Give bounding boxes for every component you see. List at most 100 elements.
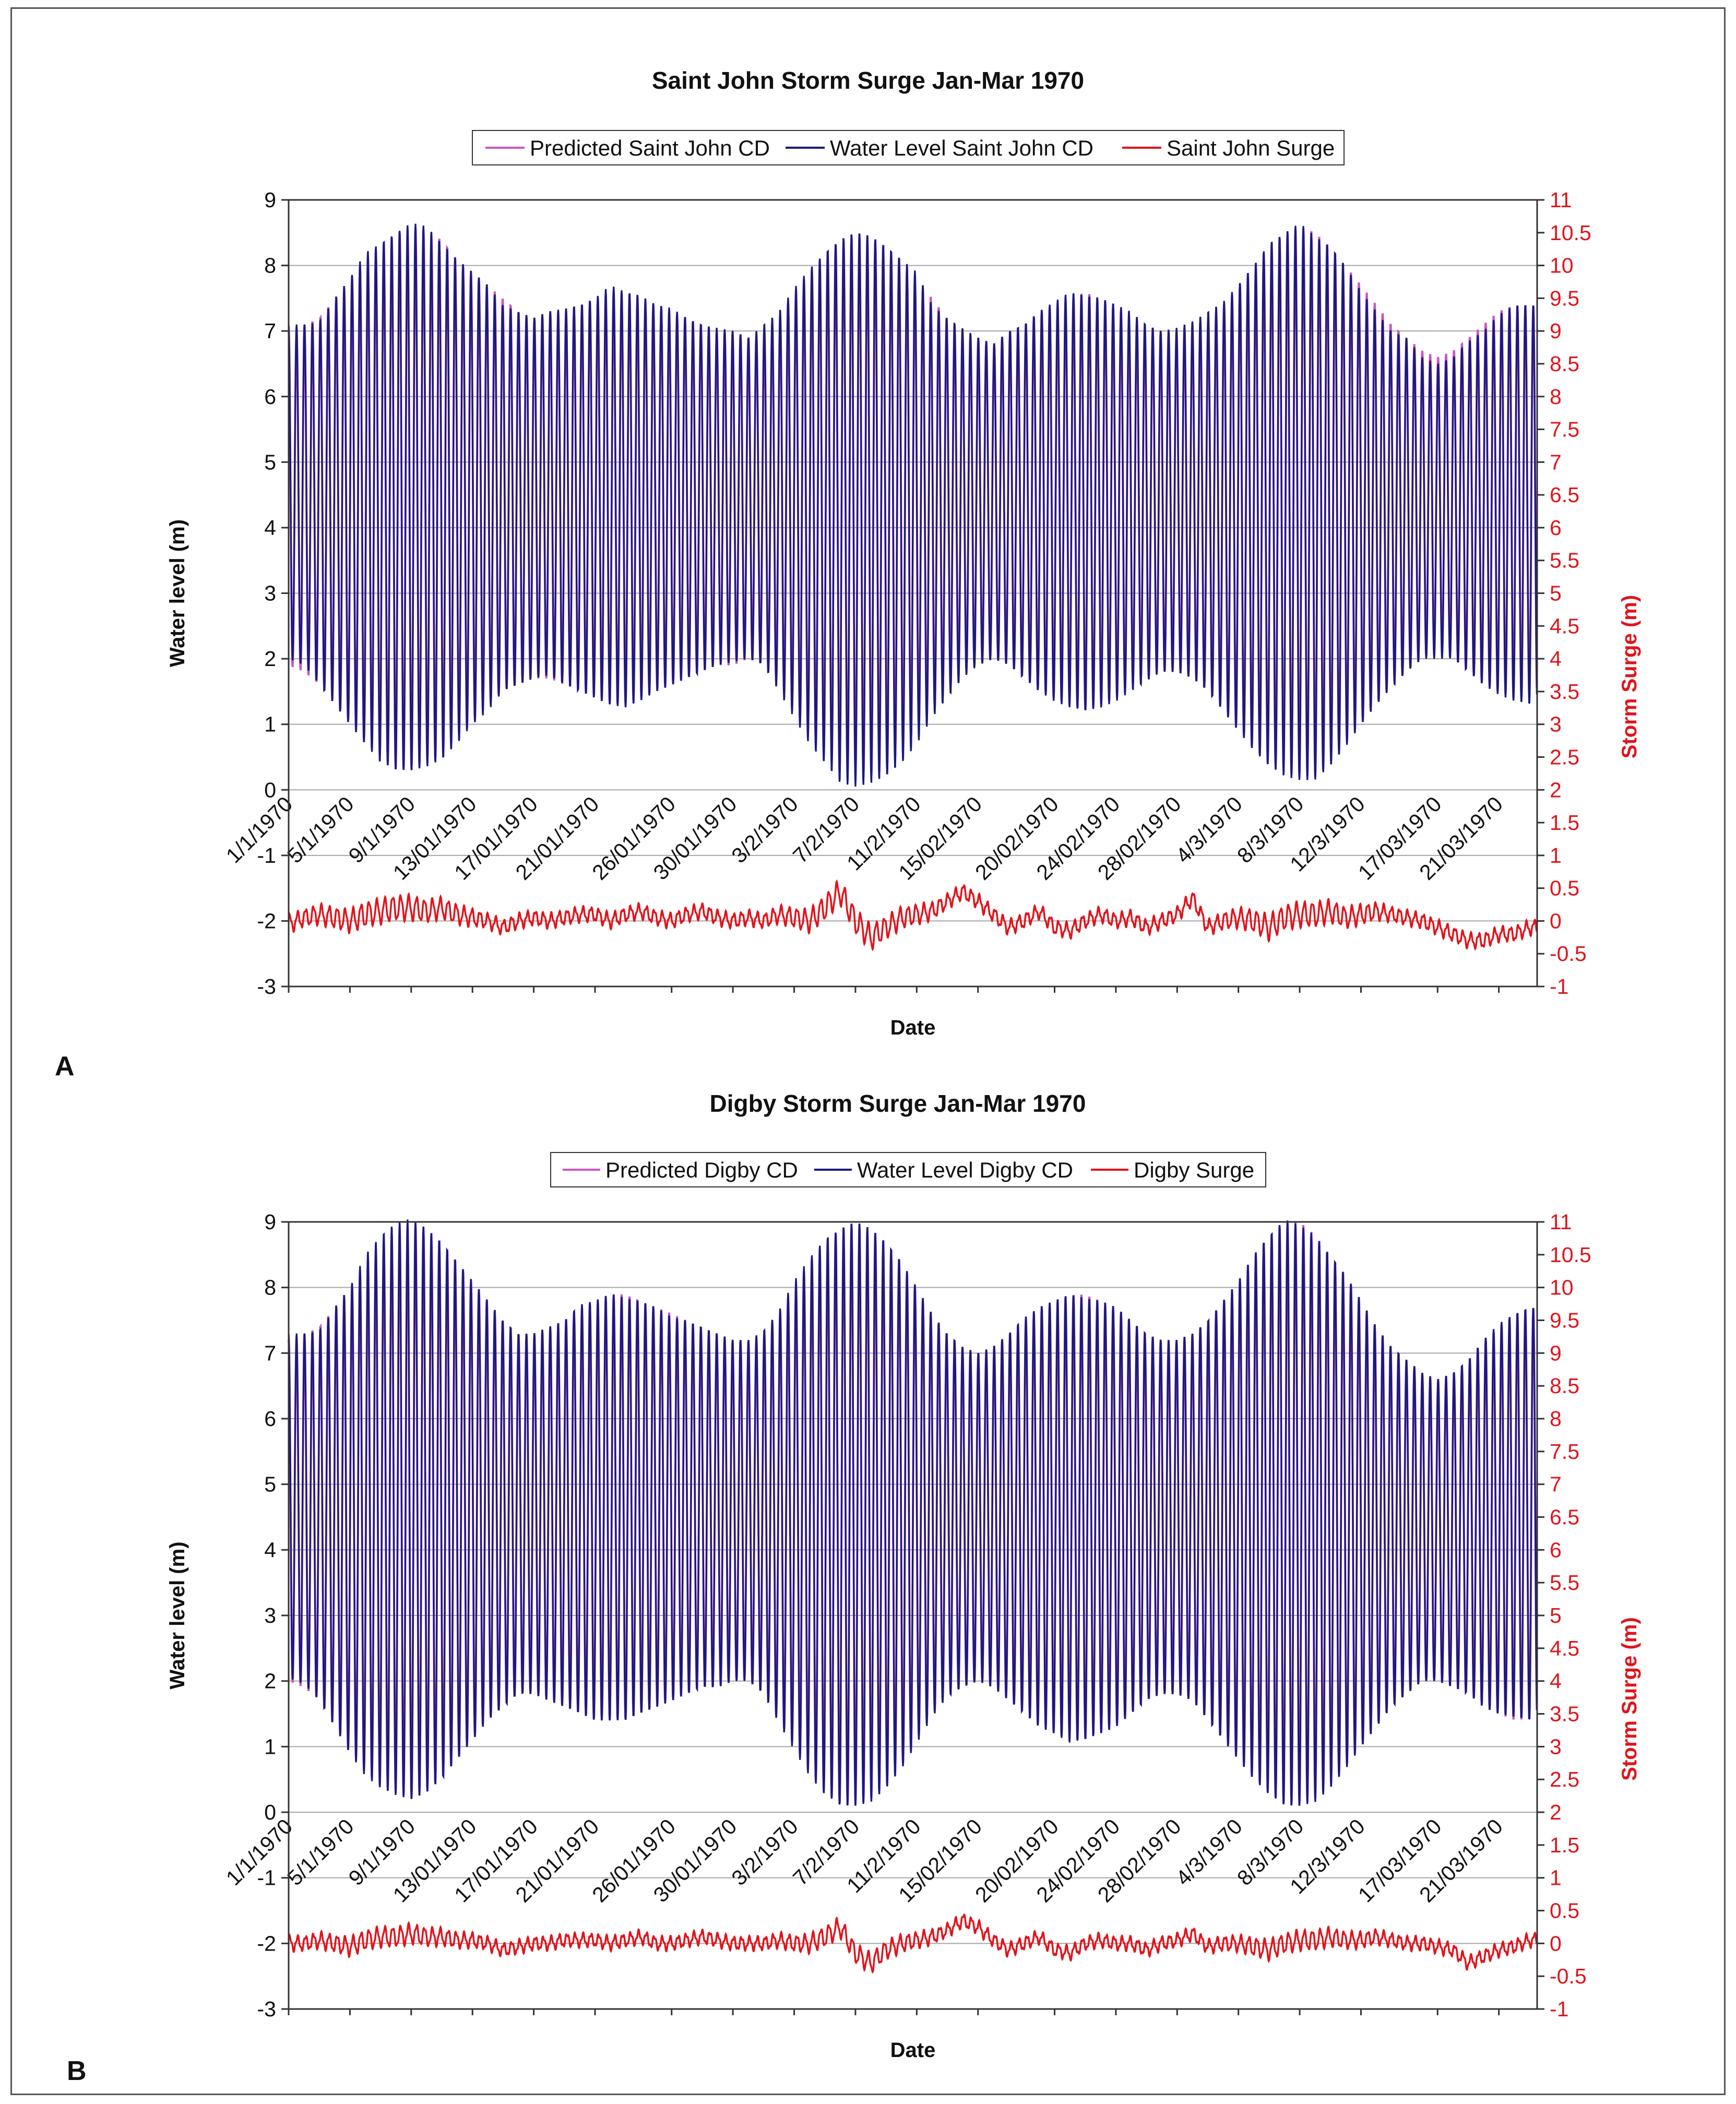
y-right-tick-label: 10.5 — [1550, 1243, 1591, 1267]
y-axis-ticks: -3 -2 -1 0 1 2 3 4 5 6 7 8 9 — [257, 188, 289, 998]
y-right-tick-label: 6.5 — [1550, 483, 1579, 507]
y-right-tick-label: 9 — [1550, 1341, 1562, 1365]
legend-label-surge: Digby Surge — [1134, 1158, 1254, 1182]
y-right-tick-label: 7.5 — [1550, 418, 1579, 442]
y-right-tick-label: 6 — [1550, 1538, 1562, 1562]
panel-label-b: B — [67, 2056, 87, 2086]
y-right-tick-label: 2.5 — [1550, 1767, 1579, 1791]
legend: Predicted Digby CD Water Level Digby CD … — [550, 1152, 1266, 1187]
legend-label-observed: Water Level Saint John CD — [830, 136, 1093, 160]
series-line-surge — [288, 879, 1538, 952]
chart-panel-b: Digby Storm Surge Jan-Mar 1970 Predicted… — [67, 1090, 1641, 2086]
series-group — [288, 1219, 1538, 1974]
y-right-tick-label: 4.5 — [1550, 1636, 1579, 1660]
legend-label-predicted: Predicted Saint John CD — [530, 136, 770, 160]
series-line-observed — [288, 1219, 1538, 1806]
y-right-tick-label: 8 — [1550, 1407, 1562, 1431]
y-tick-label: 6 — [264, 385, 276, 409]
y-right-tick-label: 11 — [1550, 1210, 1572, 1234]
y-right-tick-label: 7 — [1550, 1472, 1562, 1496]
y-tick-label: -2 — [257, 909, 276, 933]
y-axis-ticks: -3 -2 -1 0 1 2 3 4 5 6 7 8 9 — [257, 1210, 289, 2021]
y-tick-label: 3 — [264, 581, 276, 605]
y-right-tick-label: 3.5 — [1550, 1702, 1579, 1726]
y-tick-label: 2 — [264, 647, 276, 671]
y-right-tick-label: 1 — [1550, 1866, 1562, 1890]
x-tick-label: 3/2/1970 — [727, 792, 803, 867]
series-line-surge — [288, 1913, 1538, 1974]
chart-title: Saint John Storm Surge Jan-Mar 1970 — [652, 67, 1084, 94]
series-group — [288, 223, 1538, 952]
y-tick-label: 5 — [264, 450, 276, 474]
y-right-tick-label: 5.5 — [1550, 1571, 1579, 1595]
y-tick-label: -1 — [257, 843, 276, 867]
x-tick-label: 3/2/1970 — [727, 1814, 803, 1890]
chart-title: Digby Storm Surge Jan-Mar 1970 — [710, 1090, 1086, 1117]
legend-label-predicted: Predicted Digby CD — [605, 1158, 798, 1182]
y-right-tick-label: 8.5 — [1550, 1374, 1579, 1398]
y-axis-right-ticks: -1 -0.5 0 0.5 1 1.5 2 2.5 3 3.5 4 4.5 5 5.5 6 6.5 7 7.5 8 8… — [1537, 188, 1591, 998]
y-right-tick-label: 8.5 — [1550, 352, 1579, 376]
y-right-tick-label: -1 — [1550, 1997, 1568, 2021]
y-tick-label: -3 — [257, 974, 276, 998]
y-tick-label: 8 — [264, 254, 276, 278]
y-right-tick-label: 2 — [1550, 1800, 1562, 1824]
y-right-tick-label: -0.5 — [1550, 942, 1587, 966]
y-right-tick-label: 5.5 — [1550, 549, 1579, 573]
y-right-tick-label: 6 — [1550, 516, 1562, 540]
figure-frame — [10, 7, 1726, 2095]
y-right-tick-label: 10 — [1550, 254, 1574, 278]
y-axis-label: Water level (m) — [166, 1541, 189, 1689]
y-right-tick-label: 1 — [1550, 843, 1562, 867]
y-tick-label: 6 — [264, 1407, 276, 1431]
y-right-tick-label: 8 — [1550, 385, 1562, 409]
legend-box — [550, 1152, 1266, 1187]
y-right-tick-label: 9 — [1550, 319, 1562, 343]
y-right-tick-label: 0.5 — [1550, 1899, 1579, 1923]
x-axis-label: Date — [890, 1016, 936, 1039]
y-right-tick-label: -0.5 — [1550, 1964, 1587, 1988]
y-right-tick-label: 10 — [1550, 1276, 1574, 1300]
x-axis-ticks: 1/1/19705/1/19709/1/197013/01/197017/01/… — [221, 1814, 1507, 2015]
y-right-tick-label: 7.5 — [1550, 1440, 1579, 1464]
panel-label-a: A — [55, 1051, 75, 1081]
y-right-tick-label: 3 — [1550, 712, 1562, 736]
y-tick-label: -2 — [257, 1931, 276, 1955]
y-tick-label: 0 — [264, 778, 276, 802]
y-tick-label: 1 — [264, 712, 276, 736]
legend-box — [472, 130, 1345, 165]
x-tick-label: 5/1/1970 — [282, 792, 358, 867]
y-right-tick-label: 1.5 — [1550, 1833, 1579, 1857]
x-tick-label: 4/3/1970 — [1171, 792, 1247, 867]
y-right-tick-label: 9.5 — [1550, 1309, 1579, 1333]
y-right-tick-label: 4 — [1550, 1669, 1562, 1693]
y-tick-label: 5 — [264, 1472, 276, 1496]
y-right-tick-label: 3.5 — [1550, 680, 1579, 704]
y-right-tick-label: 5 — [1550, 1603, 1562, 1627]
y-right-tick-label: 2.5 — [1550, 745, 1579, 769]
legend-label-surge: Saint John Surge — [1167, 136, 1335, 160]
y-right-tick-label: 3 — [1550, 1734, 1562, 1758]
y-right-tick-label: 0 — [1550, 909, 1562, 933]
y-right-tick-label: 10.5 — [1550, 221, 1591, 245]
y-right-tick-label: 1.5 — [1550, 811, 1579, 835]
x-axis-label: Date — [890, 2039, 936, 2062]
plot-area — [288, 1221, 1538, 2010]
y-right-tick-label: 11 — [1550, 188, 1572, 212]
y-right-tick-label: 4.5 — [1550, 614, 1579, 638]
series-line-observed — [288, 223, 1538, 787]
y-right-tick-label: 7 — [1550, 450, 1562, 474]
y-tick-label: 7 — [264, 1341, 276, 1365]
legend-label-observed: Water Level Digby CD — [857, 1158, 1073, 1182]
y-axis-label-right: Storm Surge (m) — [1618, 595, 1641, 758]
y-tick-label: 4 — [264, 516, 276, 540]
y-tick-label: -3 — [257, 1997, 276, 2021]
legend: Predicted Saint John CD Water Level Sain… — [472, 130, 1345, 165]
y-tick-label: 2 — [264, 1669, 276, 1693]
y-right-tick-label: 0.5 — [1550, 876, 1579, 900]
y-tick-label: 9 — [264, 1210, 276, 1234]
y-tick-label: 7 — [264, 319, 276, 343]
y-tick-label: 9 — [264, 188, 276, 212]
y-right-tick-label: 0 — [1550, 1931, 1562, 1955]
